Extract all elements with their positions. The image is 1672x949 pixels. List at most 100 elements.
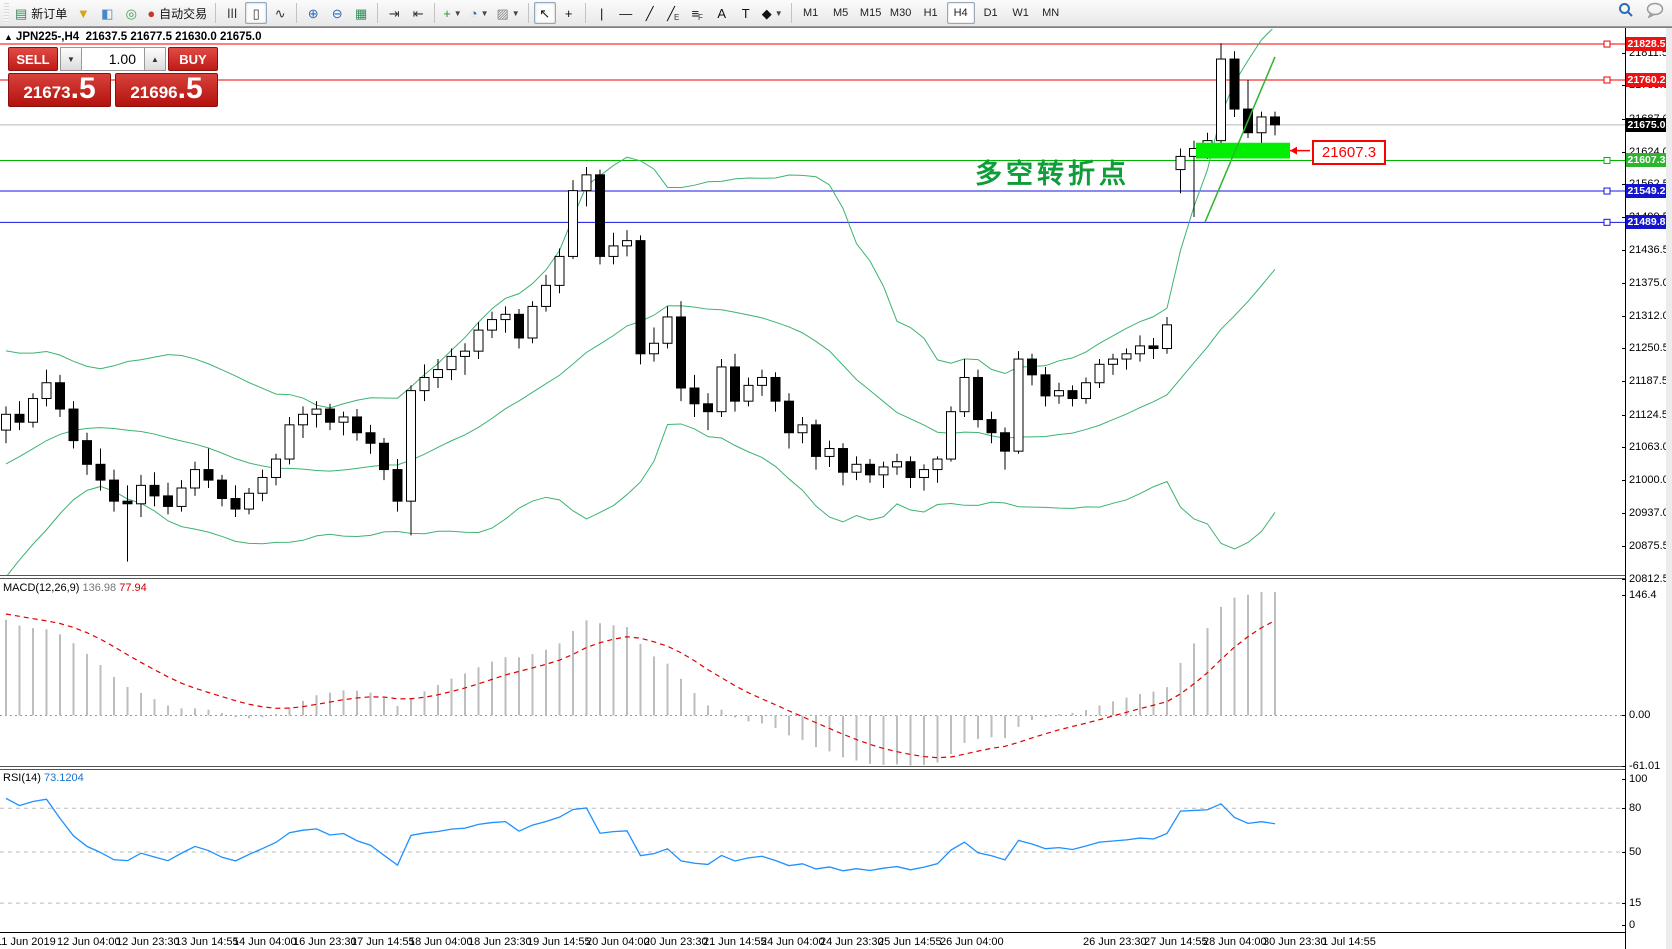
chart-shift-button[interactable]: ⇤ — [412, 5, 424, 21]
sell-button[interactable]: SELL — [8, 47, 58, 71]
volume-input[interactable]: 1.00 — [82, 47, 144, 71]
axis-tick-label: 20812.5 — [1629, 572, 1669, 585]
timeframe-mn-button[interactable]: MN — [1042, 7, 1060, 19]
autotrading-button[interactable]: ● 自动交易 — [147, 5, 208, 21]
timeframe-m15-button[interactable]: M15 — [859, 7, 882, 19]
axis-tick — [1622, 765, 1626, 767]
price-axis: 21811.521750.021687.021624.021562.521499… — [1622, 28, 1669, 949]
candlestick-chart-button[interactable]: ▯ — [245, 2, 268, 24]
axis-tick-label: 20875.5 — [1629, 539, 1669, 552]
rsi-pane-canvas[interactable] — [0, 770, 1625, 932]
templates-button[interactable]: ▨ ▼ — [496, 5, 520, 21]
timeframe-h1-button[interactable]: H1 — [923, 7, 938, 19]
timeframe-m30-button[interactable]: M30 — [889, 7, 912, 19]
timeframe-m1-button[interactable]: M1 — [802, 7, 819, 19]
price-tag: 21489.8 — [1626, 215, 1667, 230]
axis-tick — [1622, 513, 1626, 515]
crosshair-button[interactable]: + — [564, 5, 573, 21]
toolbar: ▤ 新订单 ▼ ◧ ◎ ● 自动交易 ǀǀǀ ▯ ∿ ⊕ ⊖ ▦ ⇥ ⇤ + ▼ ◔ ▼ ▨ ▼ ↖ + | — ╱ ╱ E ≡ F A T ◆… — [0, 0, 1672, 27]
time-axis-label: 25 Jun 14:55 — [878, 936, 942, 948]
chat-icon[interactable] — [1646, 2, 1664, 18]
timeframe-w1-button[interactable]: W1 — [1012, 7, 1029, 19]
time-axis-label: 14 Jun 04:00 — [233, 936, 297, 948]
price-chart-canvas[interactable] — [0, 29, 1625, 575]
tile-windows-button[interactable]: ▦ — [355, 5, 368, 21]
funnel-icon[interactable]: ▼ — [76, 5, 90, 21]
pane-separator[interactable] — [0, 766, 1625, 770]
signals-icon[interactable]: ◎ — [125, 5, 137, 21]
horizontal-line-button[interactable]: — — [619, 5, 633, 21]
axis-tick — [1622, 852, 1626, 854]
axis-tick-label: 0.00 — [1629, 709, 1651, 722]
timeframe-h4-button[interactable]: H4 — [946, 2, 975, 24]
pane-separator[interactable] — [0, 575, 1625, 579]
channel-button[interactable]: ╱ E — [667, 5, 680, 22]
axis-tick-label: 50 — [1629, 846, 1642, 859]
chart-plot-area[interactable]: 11 Jun 2019 12 Jun 04:00 12 Jun 23:30 13 Ju… — [0, 28, 1625, 949]
fibonacci-button[interactable]: ≡ F — [691, 5, 703, 22]
time-axis-label: 30 Jun 23:30 — [1263, 936, 1327, 948]
axis-tick-label: 21000.0 — [1629, 474, 1669, 487]
time-axis-label: 28 Jun 04:00 — [1203, 936, 1267, 948]
trendline-button[interactable]: ╱ — [645, 5, 654, 21]
axis-tick — [1622, 578, 1626, 580]
time-axis-label: 27 Jun 14:55 — [1144, 936, 1208, 948]
price-tag: 21675.0 — [1626, 117, 1667, 132]
time-axis-label: 11 Jun 2019 — [0, 936, 56, 948]
toolbar-separator — [584, 3, 586, 23]
time-axis-label: 21 Jun 14:55 — [703, 936, 767, 948]
zoom-out-button[interactable]: ⊖ — [331, 5, 343, 21]
time-axis-label: 26 Jun 23:30 — [1083, 936, 1147, 948]
text-label-button[interactable]: T — [741, 5, 750, 21]
axis-tick-label: 146.4 — [1629, 588, 1657, 601]
chart-ohlc-title: ▲ JPN225-,H4 21637.5 21677.5 21630.0 2167… — [4, 31, 262, 43]
time-axis-label: 12 Jun 04:00 — [57, 936, 121, 948]
volume-decrease-button[interactable]: ▼ — [60, 47, 82, 71]
axis-tick — [1622, 545, 1626, 547]
axis-tick — [1622, 808, 1626, 810]
time-axis-label: 13 Jun 14:55 — [175, 936, 239, 948]
search-icon[interactable] — [1618, 2, 1634, 18]
price-callout-label[interactable]: 21607.3 — [1312, 140, 1386, 165]
vertical-line-button[interactable]: | — [600, 5, 604, 21]
auto-scroll-button[interactable]: ⇥ — [388, 5, 400, 21]
axis-tick-label: 15 — [1629, 897, 1642, 910]
symbol-marker-icon: ▲ — [4, 32, 13, 42]
time-axis-label: 1 Jul 14:55 — [1322, 936, 1376, 948]
profiles-icon[interactable]: ◧ — [101, 5, 114, 21]
bar-chart-button[interactable]: ǀǀǀ — [227, 5, 238, 21]
toolbar-separator — [377, 3, 379, 23]
time-axis-label: 18 Jun 04:00 — [409, 936, 473, 948]
time-axis-label: 20 Jun 23:30 — [644, 936, 708, 948]
chinese-annotation[interactable]: 多空转折点 — [975, 159, 1130, 189]
arrows-button[interactable]: ◆ ▼ — [761, 5, 783, 21]
buy-price-display[interactable]: 21696.5 — [115, 73, 218, 107]
buy-button[interactable]: BUY — [168, 47, 218, 71]
axis-tick — [1622, 715, 1626, 717]
axis-tick-label: 100 — [1629, 773, 1648, 786]
macd-pane-canvas[interactable] — [0, 580, 1625, 766]
price-tag: 21828.5 — [1626, 37, 1667, 52]
new-order-button[interactable]: ▤ 新订单 — [15, 5, 68, 21]
zoom-in-button[interactable]: ⊕ — [307, 5, 319, 21]
text-button[interactable]: A — [717, 5, 727, 21]
axis-tick-label: 21375.0 — [1629, 276, 1669, 289]
periods-button[interactable]: ◔ ▼ — [469, 5, 489, 21]
price-tag: 21549.2 — [1626, 184, 1667, 199]
toolbar-separator — [215, 3, 217, 23]
time-axis-label: 19 Jun 14:55 — [527, 936, 591, 948]
window-right-border — [1666, 28, 1672, 949]
line-chart-button[interactable]: ∿ — [274, 5, 286, 21]
axis-tick — [1622, 381, 1626, 383]
axis-tick — [1622, 184, 1626, 186]
axis-tick — [1622, 348, 1626, 350]
timeframe-d1-button[interactable]: D1 — [983, 7, 998, 19]
axis-tick — [1622, 85, 1626, 87]
cursor-button[interactable]: ↖ — [533, 2, 556, 24]
price-tag: 21760.2 — [1626, 73, 1667, 87]
timeframe-m5-button[interactable]: M5 — [832, 7, 849, 19]
sell-price-display[interactable]: 21673.5 — [8, 73, 111, 107]
indicators-button[interactable]: + ▼ — [443, 5, 462, 21]
volume-increase-button[interactable]: ▲ — [144, 47, 166, 71]
